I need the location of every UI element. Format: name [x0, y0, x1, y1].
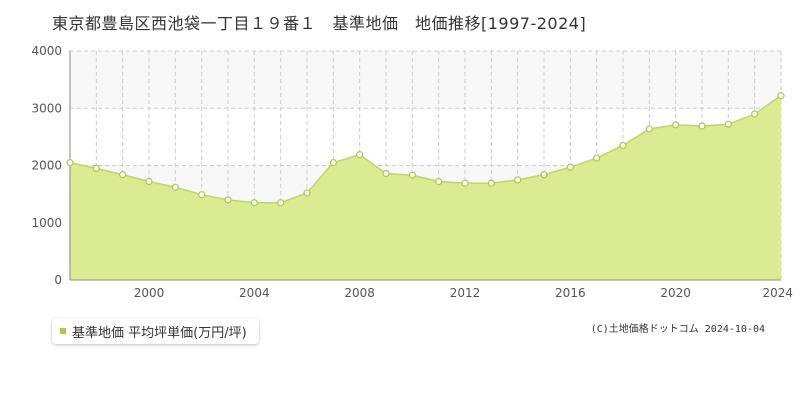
legend[interactable]: 基準地価 平均坪単価(万円/坪)	[52, 318, 259, 344]
x-tick-label: 2008	[344, 286, 375, 300]
data-point	[198, 191, 206, 199]
data-point	[724, 120, 732, 128]
data-point	[461, 179, 469, 187]
data-point	[408, 171, 416, 179]
data-point	[356, 151, 364, 159]
y-tick-label: 0	[54, 273, 62, 287]
plot-band	[70, 51, 781, 109]
data-markers	[66, 92, 785, 207]
data-point	[751, 110, 759, 118]
chart-title: 東京都豊島区西池袋一丁目１９番１ 基準地価 地価推移[1997-2024]	[52, 14, 587, 33]
data-point	[224, 196, 232, 204]
data-point	[435, 177, 443, 186]
y-tick-label: 2000	[31, 159, 62, 173]
data-point	[487, 179, 495, 187]
data-point	[277, 199, 285, 207]
data-point	[540, 171, 548, 179]
legend-marker-icon	[60, 328, 66, 334]
y-tick-label: 4000	[31, 44, 62, 58]
data-point	[698, 122, 706, 130]
data-point	[119, 171, 127, 179]
data-point	[593, 154, 601, 162]
data-point	[566, 163, 574, 171]
data-point	[66, 159, 74, 167]
series-line	[69, 95, 782, 204]
y-tick-label: 1000	[31, 216, 62, 230]
data-point	[382, 169, 390, 178]
price-area	[69, 95, 782, 280]
data-point	[514, 176, 522, 184]
data-point	[250, 199, 258, 207]
y-tick-label: 3000	[31, 101, 62, 115]
x-tick-label: 2024	[762, 286, 793, 300]
legend-label: 基準地価 平均坪単価(万円/坪)	[72, 325, 247, 341]
data-point	[672, 121, 680, 129]
data-point	[92, 164, 100, 172]
x-tick-label: 2000	[134, 286, 165, 300]
x-tick-label: 2016	[555, 286, 586, 300]
data-point	[777, 92, 785, 100]
credit-text: (C)土地価格ドットコム 2024-10-04	[590, 324, 765, 335]
data-point	[329, 159, 337, 167]
tick-labels: 0 1000 2000 3000 4000 2000 2004 2008 2012 2016 202…	[31, 44, 793, 300]
data-point	[645, 125, 653, 133]
x-tick-label: 2020	[660, 286, 691, 300]
data-point	[171, 183, 179, 191]
series-area	[70, 95, 781, 280]
data-point	[619, 141, 627, 150]
data-point	[303, 189, 311, 197]
x-tick-label: 2004	[239, 286, 270, 300]
data-point	[145, 177, 153, 186]
x-tick-label: 2012	[450, 286, 481, 300]
